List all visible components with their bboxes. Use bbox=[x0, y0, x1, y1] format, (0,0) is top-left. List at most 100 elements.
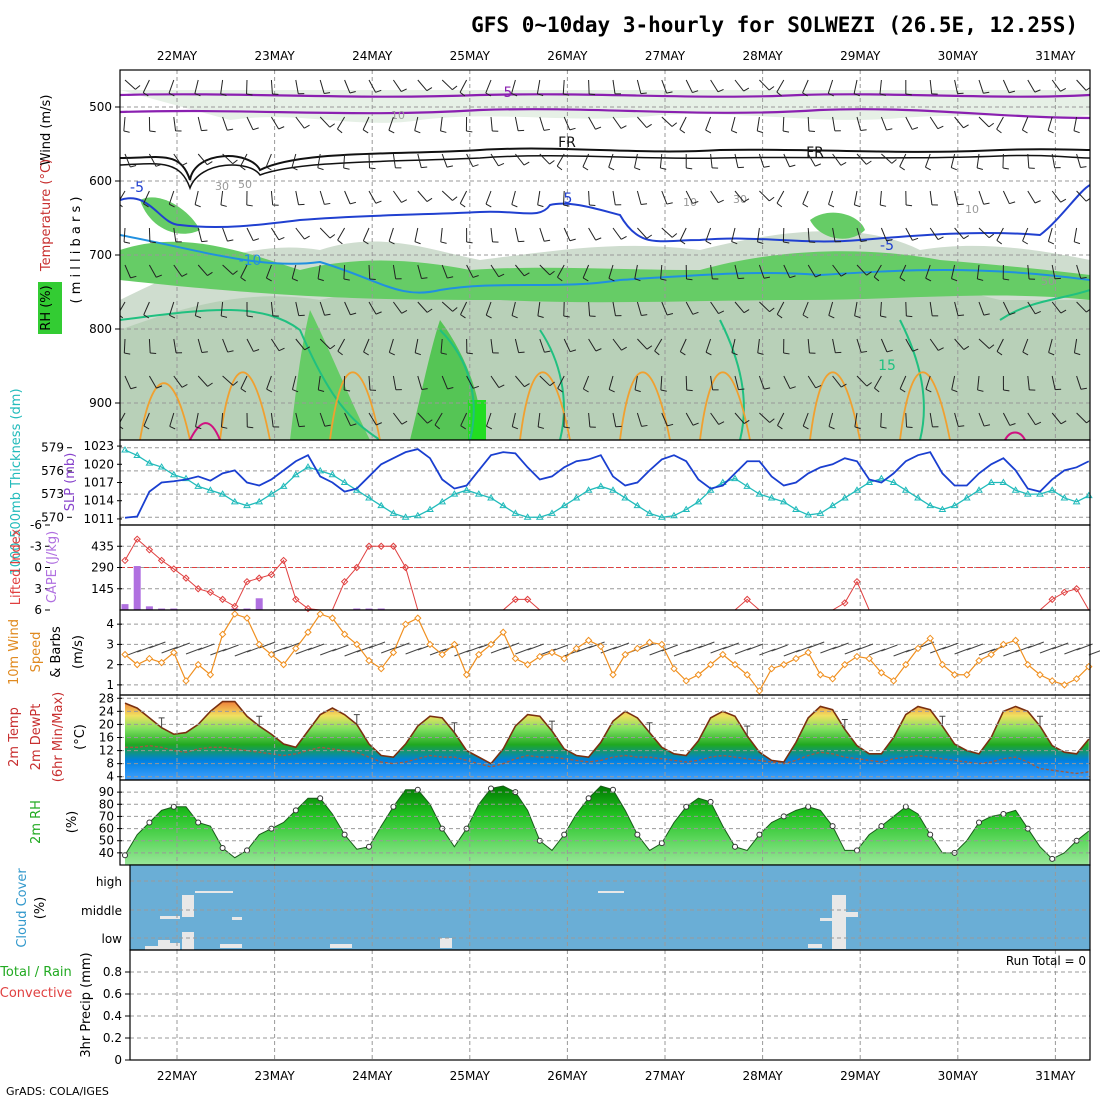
wind-barb-flag bbox=[860, 129, 867, 132]
wind-barb-flag bbox=[544, 239, 551, 242]
wind-speed-point bbox=[145, 654, 154, 663]
wind-barb bbox=[511, 412, 516, 427]
wind-barb-flag bbox=[731, 352, 738, 356]
rh-point bbox=[341, 831, 348, 838]
thickness-point bbox=[340, 478, 349, 485]
wind-barb-flag bbox=[679, 129, 686, 134]
wind-barb-flag bbox=[278, 126, 285, 130]
surface-wind-barb bbox=[454, 649, 471, 657]
wind-barb-flag bbox=[207, 382, 213, 387]
wind-barb-flag bbox=[718, 421, 725, 425]
wind-barb-flag bbox=[227, 239, 234, 242]
wind-barb bbox=[222, 338, 229, 353]
thickness-line bbox=[124, 449, 1090, 518]
wind-barb bbox=[441, 79, 453, 91]
wind-barb bbox=[388, 116, 394, 131]
wind-barb bbox=[759, 79, 770, 91]
surface-wind-barb bbox=[222, 644, 239, 652]
wind-barb bbox=[654, 338, 663, 352]
wind-barb-flag bbox=[247, 426, 254, 429]
wind-barb-flag bbox=[1085, 197, 1090, 202]
wind-barb-flag bbox=[317, 167, 324, 171]
rh-point bbox=[122, 852, 128, 859]
wind-speed-point bbox=[877, 669, 886, 677]
wind-speed-point bbox=[633, 644, 642, 653]
wind-barb bbox=[441, 153, 448, 168]
wind-barb-flag bbox=[375, 200, 382, 204]
surface-wind-barb bbox=[722, 642, 739, 650]
wind-speed-point bbox=[828, 675, 837, 683]
wind-barb bbox=[514, 116, 519, 131]
wind-barb bbox=[459, 190, 468, 204]
wind-barb-flag bbox=[886, 128, 893, 131]
wind-barb-flag bbox=[557, 387, 563, 393]
wind-barb-flag bbox=[512, 426, 519, 430]
wind-barb bbox=[222, 153, 234, 165]
wind-speed-point bbox=[914, 644, 922, 653]
wind-barb bbox=[169, 412, 175, 427]
wind-barb bbox=[362, 227, 370, 242]
wind-barb bbox=[368, 190, 377, 204]
wind-barb-flag bbox=[549, 270, 555, 276]
wind-barb bbox=[899, 153, 907, 167]
cape-bar bbox=[377, 608, 385, 610]
date-label-top: 23MAY bbox=[254, 49, 295, 63]
surface-wind-barb bbox=[673, 649, 691, 657]
wind-barb-flag bbox=[1009, 201, 1016, 205]
thickness-point bbox=[865, 478, 874, 485]
wind-barb-flag bbox=[789, 386, 796, 390]
wind-barb-flag bbox=[324, 202, 331, 205]
rh-point bbox=[1000, 811, 1007, 817]
wind-barb bbox=[270, 227, 280, 241]
wind-barb-flag bbox=[426, 87, 433, 92]
wind-speed-point bbox=[706, 660, 715, 669]
wind-barb-flag bbox=[828, 92, 834, 97]
wind-barb-flag bbox=[1060, 309, 1067, 314]
thickness-point bbox=[133, 451, 142, 458]
rh-point bbox=[976, 819, 982, 826]
wind-barb bbox=[612, 338, 622, 351]
wind-barb-flag bbox=[414, 130, 421, 134]
wind-barb bbox=[124, 264, 131, 279]
wind-barb-flag bbox=[757, 241, 764, 245]
thickness-point bbox=[145, 459, 154, 466]
wind-barb-flag bbox=[1074, 241, 1081, 245]
chart-title: GFS 0~10day 3-hourly for SOLWEZI (26.5E,… bbox=[471, 13, 1078, 37]
wind-barb bbox=[1027, 153, 1030, 168]
wind-barb-flag bbox=[369, 278, 376, 280]
wind-barb-flag bbox=[582, 277, 589, 282]
thickness-point bbox=[987, 478, 996, 485]
wind-barb bbox=[1073, 227, 1078, 242]
wind-barb-flag bbox=[802, 425, 809, 430]
cloud-bar bbox=[220, 944, 242, 948]
wind-barb bbox=[734, 264, 739, 279]
profile-wind-barbs bbox=[120, 79, 1090, 430]
wind-barb-flag bbox=[886, 349, 893, 353]
lifted-index-point bbox=[340, 577, 349, 586]
wind-barb bbox=[588, 190, 590, 206]
wind-barb-flag bbox=[937, 125, 944, 130]
wind-speed-point bbox=[340, 630, 349, 638]
wind-barb bbox=[874, 375, 882, 389]
wind-barb bbox=[392, 190, 402, 203]
wind-barb-flag bbox=[912, 348, 919, 352]
wind-barb bbox=[485, 190, 492, 205]
cloud-background bbox=[130, 865, 1090, 950]
surface-wind-barb bbox=[381, 646, 398, 654]
wind-barb bbox=[734, 301, 745, 314]
contour-label: 10 bbox=[683, 196, 697, 209]
surface-wind-barb bbox=[1088, 650, 1100, 656]
wind-barb-flag bbox=[194, 204, 201, 208]
wind-barb-flag bbox=[1035, 421, 1042, 426]
wind-barb-flag bbox=[996, 239, 1003, 245]
wind-barb-flag bbox=[937, 236, 944, 241]
tick-label: 6 bbox=[34, 603, 42, 617]
wind-barb-flag bbox=[240, 388, 247, 393]
wind-barb-flag bbox=[621, 236, 627, 240]
wind10m-unit: (m/s) bbox=[71, 635, 86, 669]
cloud-bars bbox=[145, 891, 858, 950]
wind-barb bbox=[563, 227, 571, 241]
wind-barb-flag bbox=[988, 344, 995, 349]
wind-barb-flag bbox=[595, 348, 602, 352]
wind-barb-flag bbox=[743, 198, 750, 203]
